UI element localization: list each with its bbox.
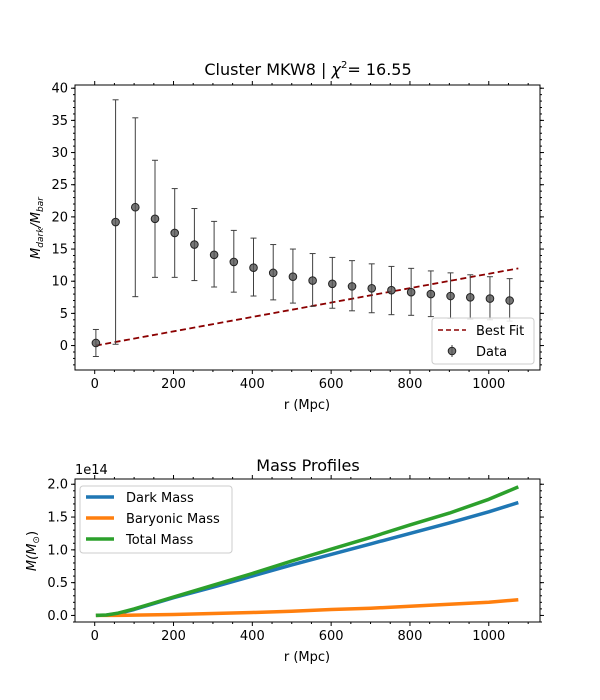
data-point: [328, 279, 337, 289]
ratio-axis-ytick-label: 25: [51, 178, 68, 193]
mass-axis-xtick-label: 600: [319, 629, 344, 644]
ratio-chart-ylabel: Mdark/Mbar: [29, 196, 46, 259]
ratio-chart-legend: Best Fit Data: [431, 317, 535, 365]
ratio-axis-ytick-label: 0: [60, 339, 68, 354]
mass-chart-offset-text: 1e14: [75, 463, 108, 478]
mass-axis-xtick-label: 1000: [472, 629, 505, 644]
ratio-chart-frame: [74, 84, 541, 371]
data-point: [249, 263, 258, 273]
legend-baryonic-mass-label: Baryonic Mass: [126, 512, 220, 527]
ratio-axis-xtick-label: 600: [319, 377, 344, 392]
data-point: [190, 240, 199, 249]
mass-chart: Mass Profiles 1e14 0 200 400 600 800 1000 0.0 0…: [25, 456, 544, 665]
mass-axis-ytick-label: 1.0: [47, 543, 68, 558]
data-point: [229, 257, 239, 267]
data-point: [485, 294, 495, 303]
data-point: [446, 291, 455, 301]
mass-axis-xtick-label: 400: [240, 629, 265, 644]
ratio-chart-title: Cluster MKW8 | χ2= 16.55: [204, 60, 411, 79]
legend-data-label: Data: [476, 345, 507, 360]
data-point: [387, 285, 396, 295]
mass-axis-ytick-label: 0.5: [47, 576, 68, 591]
legend-total-mass-label: Total Mass: [125, 533, 193, 548]
ratio-axis-xtick-label: 0: [91, 377, 99, 392]
mass-chart-frame: [74, 478, 541, 623]
data-point: [268, 268, 278, 278]
data-point: [209, 250, 219, 260]
legend-dark-mass-label: Dark Mass: [126, 491, 194, 506]
data-point: [308, 276, 317, 285]
mass-chart-xlabel: r (Mpc): [284, 650, 330, 665]
ratio-axis-ytick-label: 40: [51, 82, 68, 97]
data-point: [465, 293, 475, 302]
ratio-axis-xtick-label: 800: [398, 377, 423, 392]
data-point: [406, 287, 416, 297]
legend-best-fit-label: Best Fit: [476, 324, 524, 339]
mass-chart-title: Mass Profiles: [256, 456, 359, 475]
legend-box: [79, 485, 233, 554]
data-point: [505, 296, 514, 305]
ratio-axis-xtick-label: 200: [161, 377, 186, 392]
mass-axis-ytick-label: 0.0: [47, 609, 68, 624]
ratio-axis-ytick-label: 20: [51, 210, 68, 225]
mass-chart-legend: Dark Mass Baryonic Mass Total Mass: [79, 485, 233, 554]
ratio-axis-xtick-label: 1000: [472, 377, 505, 392]
data-point: [426, 289, 436, 299]
data-point: [91, 338, 101, 348]
mass-axis-xtick-label: 200: [161, 629, 186, 644]
data-point: [288, 272, 298, 282]
ratio-axis-xtick-label: 400: [240, 377, 265, 392]
total-mass-line: [95, 485, 519, 618]
mass-axis-ytick-label: 2.0: [47, 478, 68, 493]
ratio-chart: Cluster MKW8 | χ2= 16.55 0 200 400 600 800 10…: [29, 60, 544, 413]
ratio-axis-ytick-label: 15: [51, 243, 68, 258]
data-point: [170, 228, 179, 238]
data-point: [111, 217, 120, 227]
mass-chart-ylabel: M(M⊙): [25, 531, 42, 571]
mass-axis-ytick-label: 1.5: [47, 511, 68, 526]
data-point: [367, 283, 377, 293]
data-point: [150, 214, 160, 224]
ratio-axis-ytick-label: 5: [60, 307, 68, 322]
ratio-axis-ytick-label: 35: [51, 114, 68, 129]
data-point: [130, 202, 140, 212]
ratio-chart-xlabel: r (Mpc): [284, 398, 330, 413]
ratio-axis-ytick-label: 10: [51, 275, 68, 290]
legend-data-swatch-marker: [447, 346, 457, 356]
mass-axis-xtick-label: 0: [91, 629, 99, 644]
best-fit-line: [95, 267, 519, 347]
baryonic-mass-line: [95, 597, 519, 618]
mass-axis-xtick-label: 800: [398, 629, 423, 644]
data-point: [347, 282, 357, 291]
ratio-axis-ytick-label: 30: [51, 146, 68, 161]
